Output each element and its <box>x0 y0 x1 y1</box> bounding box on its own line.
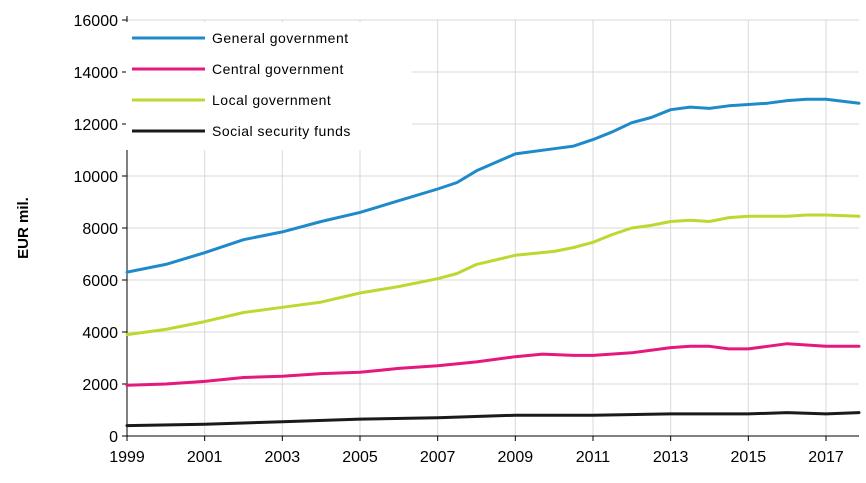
x-tick-label: 1999 <box>109 449 145 466</box>
x-tick-label: 2015 <box>731 449 767 466</box>
legend-background <box>126 22 412 150</box>
y-axis-ticks: 0 2000 4000 6000 8000 10000 12000 14000 16000 <box>74 13 127 446</box>
legend-label: Social security funds <box>212 123 351 139</box>
series-line-central-government <box>125 342 861 387</box>
series-line-local-government <box>125 213 861 337</box>
x-tick-label: 2007 <box>420 449 456 466</box>
series-line-general-government <box>125 97 861 274</box>
y-tick-label: 14000 <box>74 65 119 82</box>
x-tick-label: 2013 <box>653 449 689 466</box>
x-tick-label: 2017 <box>808 449 844 466</box>
y-tick-label: 0 <box>109 429 118 446</box>
x-tick-label: 2003 <box>265 449 301 466</box>
x-tick-label: 2005 <box>342 449 378 466</box>
series-line-social-security-funds <box>125 411 861 428</box>
legend-label: Central government <box>212 61 344 77</box>
legend-label: General government <box>212 30 349 46</box>
y-tick-label: 4000 <box>82 325 118 342</box>
y-tick-label: 8000 <box>82 221 118 238</box>
y-axis-title: EUR mil. <box>15 197 32 259</box>
y-tick-label: 16000 <box>74 13 119 30</box>
x-tick-label: 2009 <box>498 449 534 466</box>
legend-label: Local government <box>212 92 331 108</box>
x-tick-label: 2001 <box>187 449 223 466</box>
y-tick-label: 10000 <box>74 169 119 186</box>
legend: General government Central government Loca… <box>126 22 412 150</box>
y-tick-label: 6000 <box>82 273 118 290</box>
x-tick-label: 2011 <box>576 449 611 466</box>
series-lines <box>125 97 861 428</box>
y-tick-label: 2000 <box>82 377 118 394</box>
x-axis-ticks: 1999 2001 2003 2005 2007 2009 2011 2013 2015 2017 <box>109 436 844 466</box>
y-tick-label: 12000 <box>74 117 119 134</box>
